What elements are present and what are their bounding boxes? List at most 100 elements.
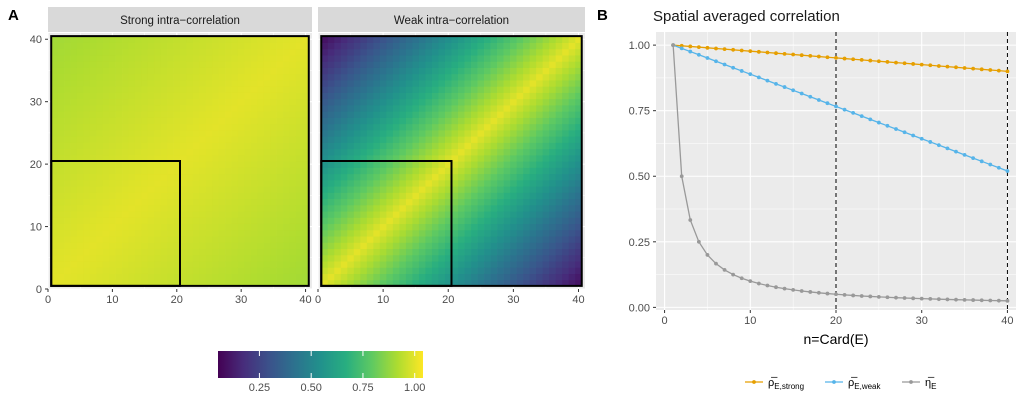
heatmap-cell bbox=[141, 61, 149, 68]
series-point-0 bbox=[688, 44, 693, 49]
heatmap-cell bbox=[302, 92, 310, 100]
heatmap-cell bbox=[360, 79, 368, 87]
panel-label-a: A bbox=[8, 7, 19, 24]
heatmap-cell bbox=[549, 242, 557, 250]
heatmap-cell bbox=[134, 198, 142, 206]
heatmap-cell bbox=[516, 210, 524, 218]
heatmap-cell bbox=[70, 235, 78, 243]
heatmap-cell bbox=[340, 117, 348, 125]
heatmap-cell bbox=[257, 154, 265, 162]
heatmap-cell bbox=[199, 279, 207, 287]
heatmap-cell bbox=[302, 86, 310, 93]
heatmap-cell bbox=[257, 86, 265, 93]
heatmap-cell bbox=[295, 148, 303, 156]
heatmap-cell bbox=[490, 217, 498, 225]
heatmap-cell bbox=[250, 123, 258, 131]
heatmap-cell bbox=[542, 210, 550, 218]
heatmap-cell bbox=[497, 173, 504, 181]
heatmap-cell bbox=[96, 242, 104, 249]
heatmap-cell bbox=[555, 154, 563, 162]
heatmap-cell bbox=[542, 67, 550, 75]
series-point-1 bbox=[791, 88, 796, 93]
heatmap-cell bbox=[464, 48, 472, 56]
heatmap-cell bbox=[212, 142, 219, 150]
heatmap-cell bbox=[83, 267, 91, 274]
heatmap-cell bbox=[555, 254, 563, 262]
heatmap-cell bbox=[295, 142, 303, 150]
heatmap-cell bbox=[302, 179, 310, 187]
heatmap-cell bbox=[516, 92, 524, 100]
heatmap-cell bbox=[96, 267, 104, 274]
heatmap-cell bbox=[575, 179, 583, 187]
heatmap-cell bbox=[160, 73, 168, 81]
heatmap-cell bbox=[418, 235, 426, 243]
heatmap-cell bbox=[263, 248, 271, 256]
heatmap-cell bbox=[186, 86, 194, 93]
heatmap-cell bbox=[302, 217, 310, 224]
heatmap-cell bbox=[212, 86, 219, 93]
heatmap-cell bbox=[497, 167, 504, 175]
heatmap-cell bbox=[134, 179, 142, 187]
heatmap-cell bbox=[147, 48, 155, 56]
heatmap-cell bbox=[295, 248, 303, 256]
heatmap-cell bbox=[542, 54, 550, 62]
heatmap-cell bbox=[186, 254, 194, 262]
heatmap-cell bbox=[231, 185, 239, 193]
heatmap-cell bbox=[89, 217, 97, 224]
heatmap-cell bbox=[89, 92, 97, 100]
heatmap-cell bbox=[529, 48, 537, 56]
heatmap-cell bbox=[115, 198, 123, 206]
heatmap-cell bbox=[167, 235, 174, 243]
heatmap-cell bbox=[334, 173, 342, 181]
heatmap-cell bbox=[392, 173, 400, 181]
heatmap-cell bbox=[302, 223, 310, 231]
heatmap-cell bbox=[212, 61, 219, 68]
heatmap-cell bbox=[536, 248, 544, 256]
heatmap-cell bbox=[425, 229, 433, 237]
heatmap-cell bbox=[529, 54, 537, 62]
heatmap-cell bbox=[83, 111, 91, 118]
heatmap-cell bbox=[555, 148, 563, 156]
heatmap-cell bbox=[89, 67, 97, 75]
heatmap-cell bbox=[379, 67, 387, 75]
heatmap-cell bbox=[51, 167, 59, 175]
heatmap-cell bbox=[115, 123, 123, 131]
legend-subscript: E,weak bbox=[854, 382, 881, 391]
heatmap-cell bbox=[109, 123, 116, 131]
heatmap-cell bbox=[115, 204, 123, 212]
heatmap-cell bbox=[484, 198, 491, 206]
heatmap-cell bbox=[529, 161, 537, 168]
heatmap-cell bbox=[57, 254, 65, 262]
heatmap-cell bbox=[353, 129, 361, 137]
colorbar-tick-label: 0.50 bbox=[300, 382, 321, 394]
heatmap-cell bbox=[263, 267, 271, 274]
heatmap-cell bbox=[70, 192, 78, 200]
heatmap-cell bbox=[431, 42, 439, 50]
heatmap-cell bbox=[353, 279, 361, 287]
heatmap-cell bbox=[192, 229, 200, 237]
heatmap-cell bbox=[218, 217, 226, 224]
heatmap-cell bbox=[405, 111, 413, 118]
heatmap-cell bbox=[51, 217, 59, 224]
heatmap-cell bbox=[237, 111, 245, 118]
heatmap-cell bbox=[549, 198, 557, 206]
heatmap-cell bbox=[444, 260, 452, 268]
heatmap-cell bbox=[199, 142, 207, 150]
heatmap-cell bbox=[141, 254, 149, 262]
heatmap-cell bbox=[283, 98, 290, 106]
heatmap-cell bbox=[484, 54, 491, 62]
heatmap-cell bbox=[392, 111, 400, 118]
heatmap-cell bbox=[180, 142, 187, 150]
heatmap-cell bbox=[575, 167, 583, 175]
heatmap-cell bbox=[451, 123, 459, 131]
heatmap-cell bbox=[477, 267, 485, 275]
heatmap-cell bbox=[70, 185, 78, 193]
heatmap-cell bbox=[128, 279, 136, 287]
heatmap-cell bbox=[392, 154, 400, 162]
heatmap-cell bbox=[244, 67, 252, 75]
heatmap-cell bbox=[392, 185, 400, 193]
series-line-2 bbox=[672, 45, 1008, 302]
heatmap-cell bbox=[399, 217, 407, 225]
heatmap-cell bbox=[180, 185, 187, 193]
heatmap-cell bbox=[173, 42, 181, 50]
